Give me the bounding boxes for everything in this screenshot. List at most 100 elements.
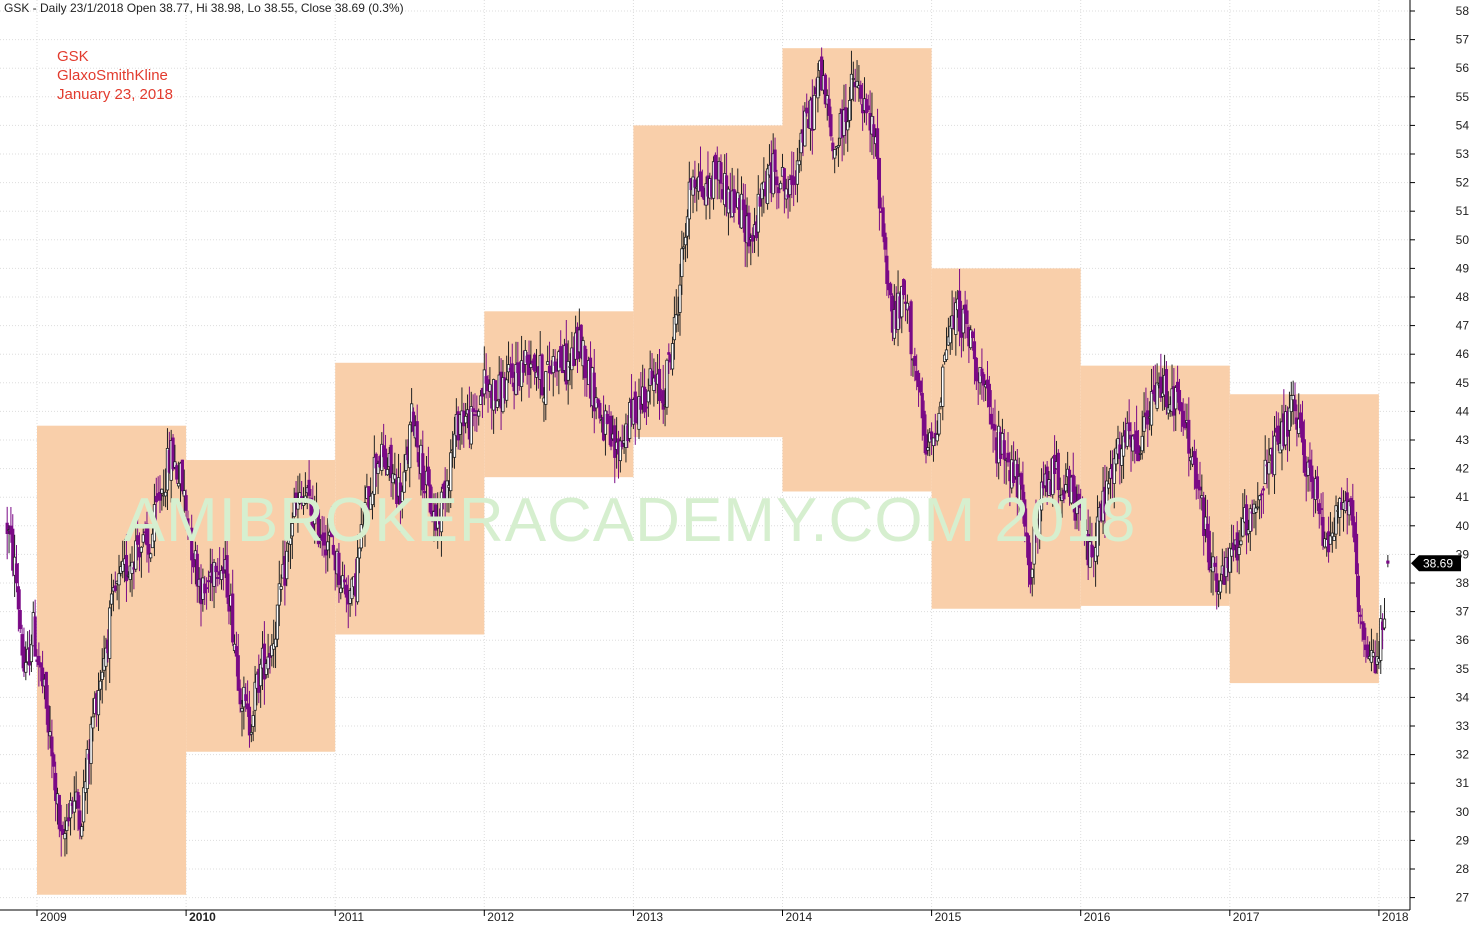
candle-body	[72, 800, 76, 813]
candle-body	[361, 530, 365, 533]
candle-body	[1267, 462, 1271, 475]
candle-body	[39, 662, 43, 668]
candle-body	[121, 560, 125, 572]
candle-body	[145, 523, 149, 546]
y-tick-label: 47	[1456, 319, 1470, 333]
candle-body	[1237, 547, 1241, 555]
candle-body	[279, 586, 283, 590]
candle-body	[969, 329, 973, 349]
candle-body	[184, 495, 188, 511]
candle-body	[844, 107, 848, 122]
candle-body	[1032, 526, 1036, 565]
candle-body	[1120, 448, 1124, 466]
time-axis: 2009 2010 2011 2012 2013 2014 2015 2016 2017 2018	[0, 909, 1410, 924]
x-tick-label: 2015	[935, 910, 962, 924]
candle-body	[374, 453, 378, 469]
candle-body	[980, 368, 984, 377]
candle-body	[154, 495, 158, 503]
x-tick-label: 2016	[1084, 910, 1111, 924]
candle-body	[57, 794, 61, 830]
candle-body	[739, 193, 744, 229]
candle-body	[931, 437, 936, 447]
y-tick-label: 30	[1456, 805, 1470, 819]
candle-body	[495, 400, 499, 408]
candle-body	[471, 408, 475, 412]
candle-body	[339, 587, 343, 594]
candle-body	[637, 396, 641, 430]
candle-body	[918, 380, 923, 393]
candle-body	[357, 547, 362, 559]
candle-body	[872, 124, 876, 137]
candle-body	[1025, 532, 1029, 537]
candle-body	[827, 98, 831, 116]
candle-body	[216, 576, 220, 580]
candle-body	[613, 425, 617, 458]
candle-body	[851, 78, 855, 80]
candle-body	[859, 84, 863, 99]
candle-body	[829, 114, 833, 137]
price-axis: 2728293031323334353637383940414243444546…	[1409, 0, 1470, 910]
candle-body	[423, 490, 427, 494]
candle-body	[885, 255, 889, 284]
candle-body	[596, 398, 600, 404]
candle-body	[1082, 527, 1087, 533]
candle-body	[784, 188, 788, 200]
candle-body	[249, 732, 253, 735]
y-tick-label: 29	[1456, 833, 1470, 847]
candle-body	[674, 314, 678, 325]
candle-body	[1353, 522, 1357, 543]
candle-body	[372, 456, 376, 495]
y-tick-label: 53	[1456, 147, 1470, 161]
candle-body	[329, 528, 334, 538]
candle-body	[779, 182, 783, 190]
candle-body	[592, 372, 596, 412]
candle-body	[464, 415, 468, 424]
candle-body	[957, 290, 962, 332]
candle-body	[212, 561, 216, 587]
candle-body	[68, 800, 73, 819]
candle-body	[33, 616, 37, 657]
candle-body	[1332, 535, 1336, 541]
candle-body	[100, 671, 104, 680]
candle-body	[1200, 495, 1204, 499]
candle-body	[1164, 369, 1169, 408]
candle-body	[449, 452, 453, 492]
candle-body	[415, 421, 419, 448]
candle-body	[642, 386, 647, 413]
candle-body	[46, 705, 50, 733]
candle-body	[285, 550, 289, 580]
candle-body	[363, 502, 367, 531]
candle-body	[924, 434, 928, 455]
candle-body	[913, 355, 917, 366]
candle-body	[903, 301, 908, 304]
candle-body	[288, 537, 293, 545]
candle-body	[1080, 511, 1085, 536]
candle-body	[37, 655, 41, 666]
last-price-flag	[1411, 555, 1461, 572]
candle-body	[795, 160, 800, 185]
candle-body	[350, 578, 354, 600]
candle-body	[909, 301, 913, 355]
candle-body	[1114, 447, 1118, 465]
candle-body	[469, 406, 473, 445]
last-price-label: 38.69	[1423, 556, 1453, 570]
candle-body	[1239, 540, 1243, 545]
candle-body	[445, 480, 449, 500]
candle-body	[1217, 591, 1221, 595]
candle-body	[1347, 501, 1351, 516]
candle-body	[1203, 516, 1208, 530]
candle-body	[54, 772, 58, 802]
candle-body	[609, 415, 613, 447]
y-tick-label: 40	[1456, 519, 1470, 533]
candle-body	[80, 826, 84, 837]
candle-body	[1293, 399, 1297, 412]
candle-body	[314, 504, 319, 510]
candle-body	[1207, 530, 1211, 571]
candle-body	[292, 500, 296, 517]
candle-body	[1373, 657, 1377, 673]
y-tick-label: 50	[1456, 233, 1470, 247]
y-tick-label: 41	[1456, 490, 1470, 504]
candle-body	[1371, 652, 1375, 657]
candle-body	[831, 142, 835, 152]
candle-body	[160, 488, 164, 494]
